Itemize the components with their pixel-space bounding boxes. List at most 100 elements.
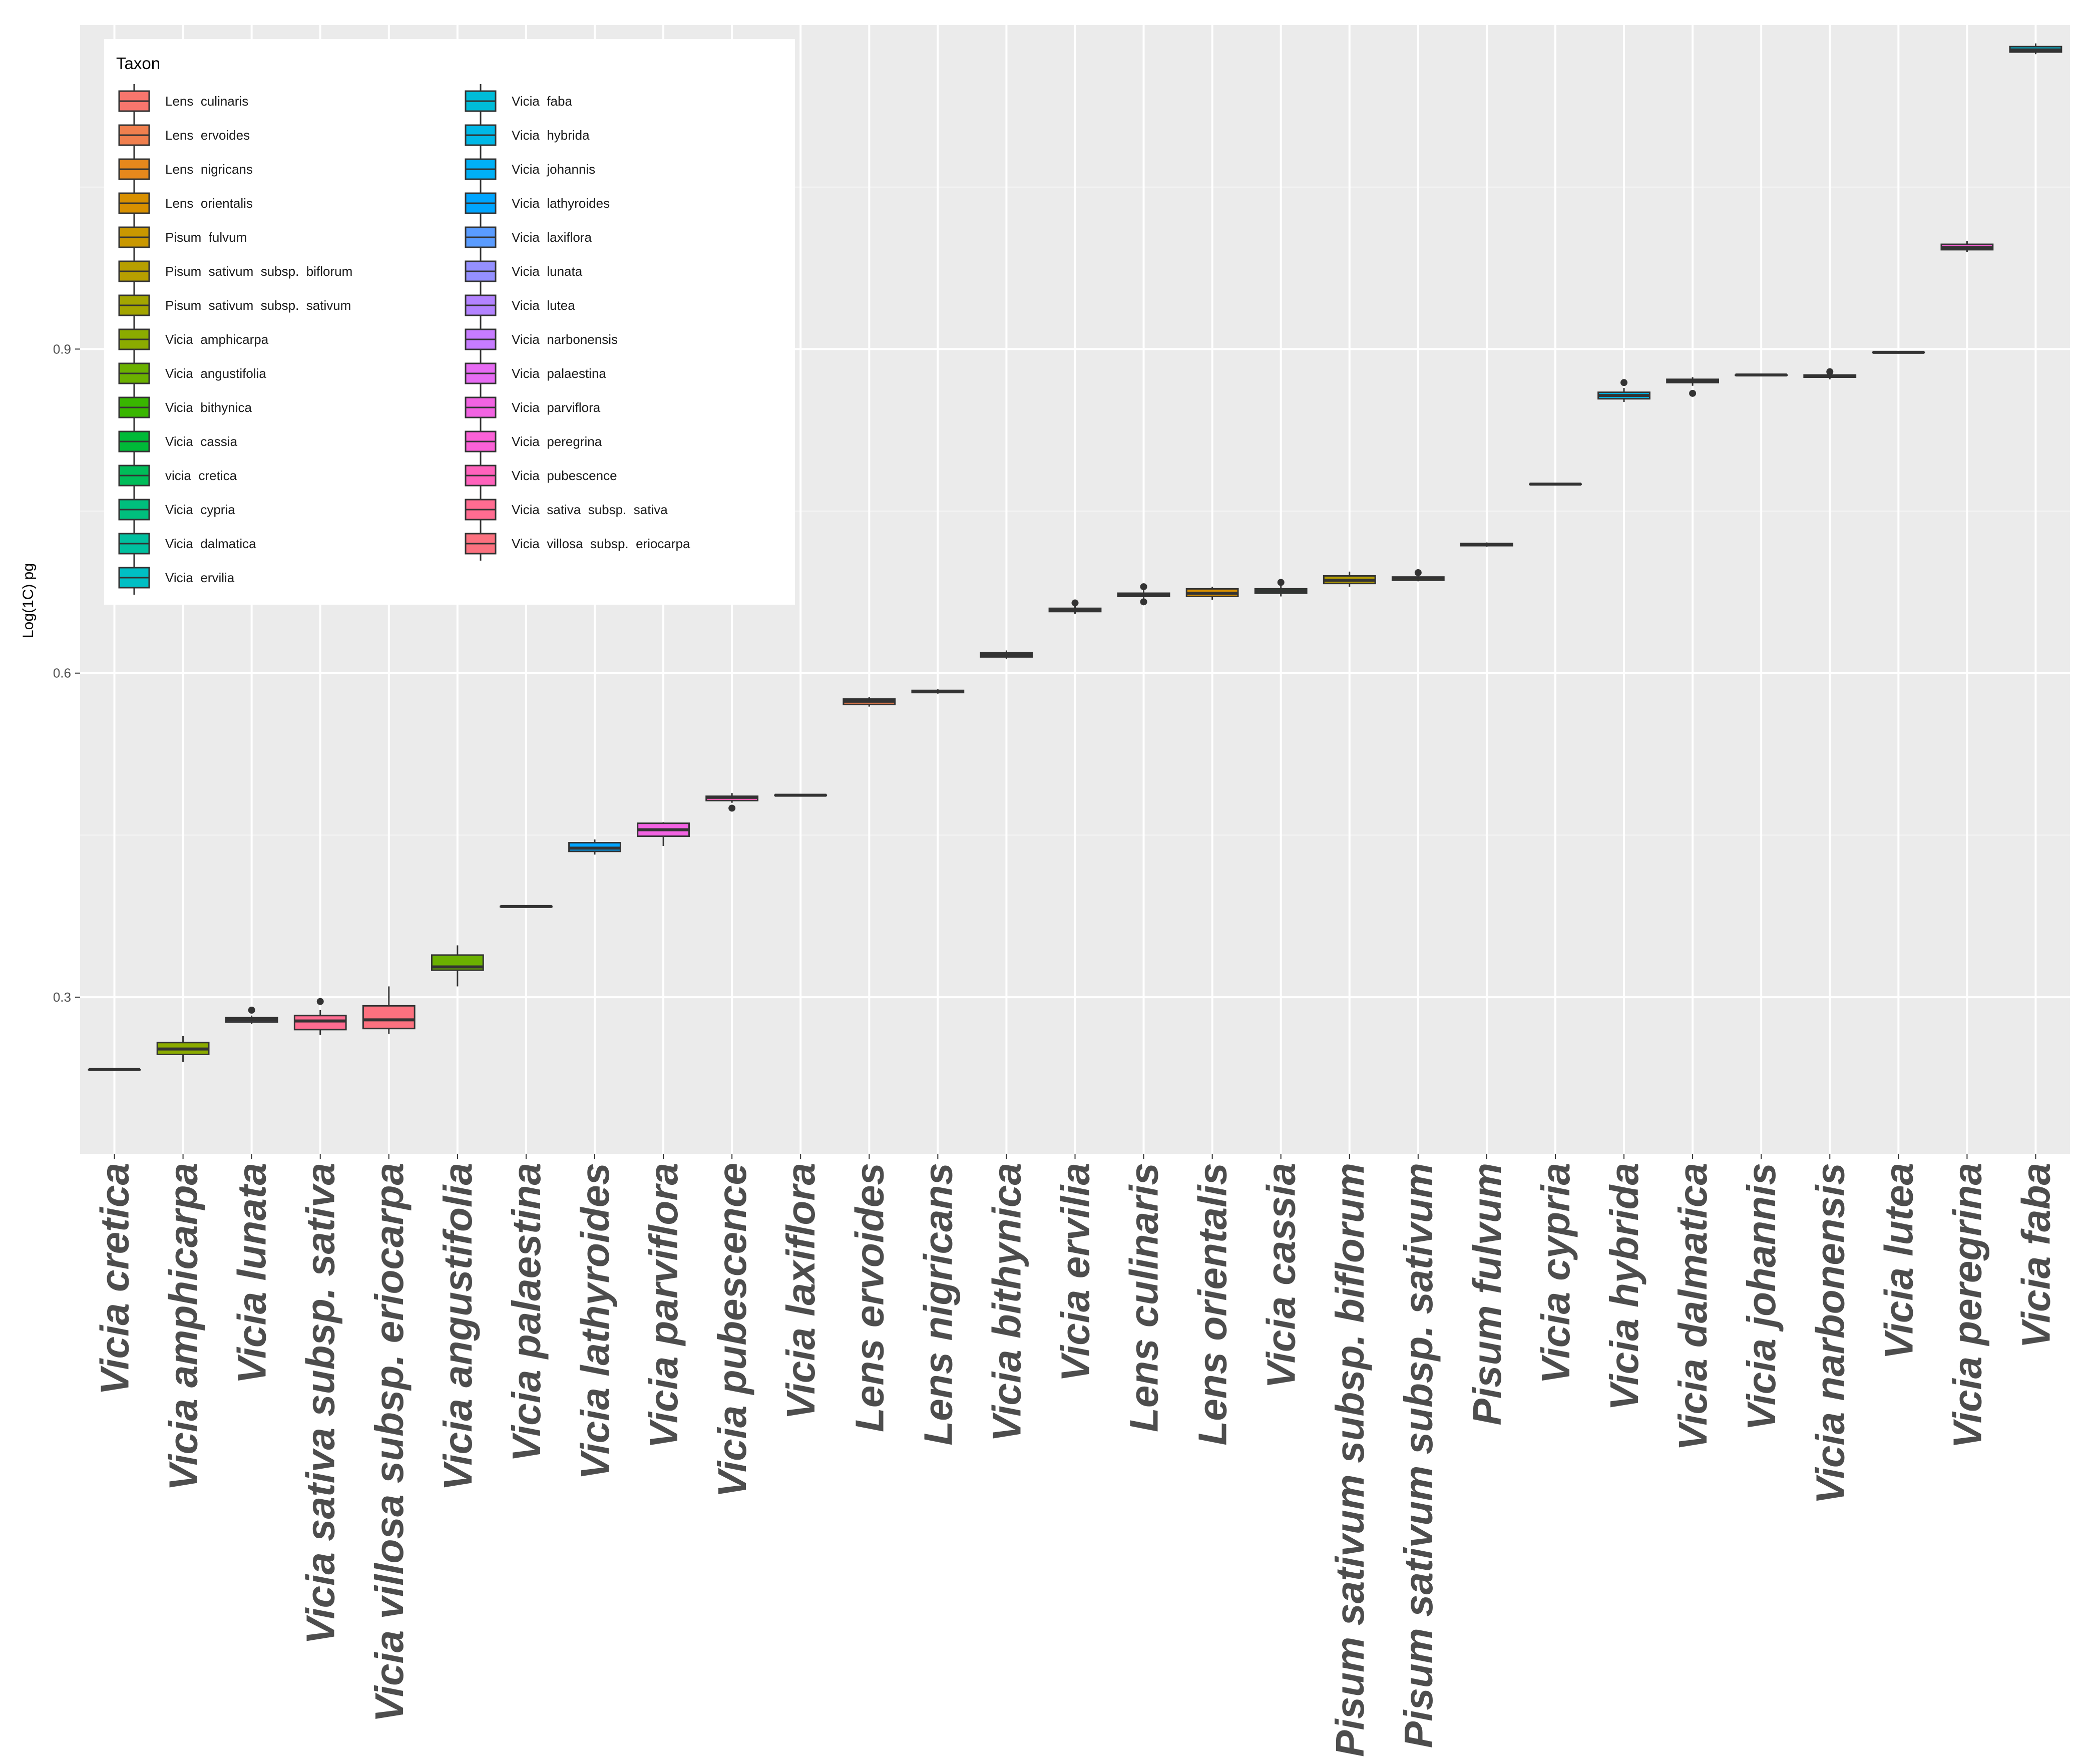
legend-background — [104, 39, 795, 605]
box-vicia-cassia — [1254, 579, 1308, 597]
legend-item: Vicia dalmatica — [118, 527, 256, 561]
legend-label: Vicia lunata — [512, 264, 583, 279]
box-body — [362, 1005, 415, 1030]
legend-item: Vicia bithynica — [118, 390, 252, 424]
legend-item: Lens nigricans — [118, 152, 253, 186]
box-outlier — [316, 998, 324, 1005]
box-outlier — [1277, 579, 1285, 586]
y-axis-title: Log(1C) pg — [20, 563, 37, 638]
x-tick-label: Pisum fulvum — [1465, 1163, 1509, 1426]
legend-label: Vicia palaestina — [512, 366, 606, 381]
legend-label: Vicia laxiflora — [512, 230, 592, 245]
legend-label: Pisum fulvum — [165, 230, 247, 245]
x-tick-label: Vicia peregrina — [1945, 1163, 1989, 1449]
box-vicia-peregrina — [1940, 241, 1994, 252]
x-tick-label: Vicia pubescence — [710, 1163, 754, 1497]
x-tick-label: Vicia faba — [2013, 1163, 2058, 1349]
x-tick-label: Vicia amphicarpa — [161, 1163, 206, 1491]
box-vicia-bithynica — [980, 650, 1033, 659]
legend-item: vicia cretica — [118, 459, 237, 493]
legend-label: Vicia sativa subsp. sativa — [512, 502, 668, 517]
legend-item: Vicia angustifolia — [118, 356, 266, 390]
box-lens-nigricans — [911, 689, 965, 694]
box-lens-orientalis — [1185, 587, 1239, 600]
legend-label: Vicia cassia — [165, 434, 238, 449]
legend-item: Vicia laxiflora — [465, 220, 592, 254]
legend-label: Vicia villosa subsp. eriocarpa — [512, 536, 690, 551]
x-tick-label: Vicia cassia — [1259, 1163, 1304, 1389]
legend-item: Vicia lutea — [465, 288, 575, 322]
legend-label: Lens orientalis — [165, 196, 253, 211]
box-outlier — [1140, 598, 1147, 606]
legend-item: Lens orientalis — [118, 186, 253, 220]
x-tick-label: Vicia palaestina — [504, 1163, 549, 1462]
x-tick-label: Vicia bithynica — [984, 1163, 1029, 1442]
box-outlier — [1826, 368, 1834, 375]
boxes — [88, 43, 2062, 1071]
x-tick-label: Vicia cretica — [93, 1163, 137, 1395]
legend-title: Taxon — [116, 54, 160, 73]
box-body — [293, 1015, 347, 1031]
legend-label: Pisum sativum subsp. sativum — [165, 298, 351, 313]
box-pisum-sativum-subsp-biflorum — [1323, 571, 1376, 587]
legend-item: Vicia ervilia — [118, 561, 235, 595]
legend-label: Vicia lutea — [512, 298, 575, 313]
x-tick-label: Lens ervoides — [847, 1163, 892, 1432]
box-vicia-amphicarpa — [156, 1036, 210, 1062]
legend-item: Vicia peregrina — [465, 424, 602, 459]
legend-label: Lens culinaris — [165, 94, 248, 109]
legend-item: Vicia cassia — [118, 424, 238, 459]
legend-label: vicia cretica — [165, 468, 237, 483]
box-lens-ervoides — [843, 697, 896, 707]
box-vicia-lunata — [225, 1007, 278, 1025]
x-tick-label: Vicia hybrida — [1602, 1163, 1646, 1411]
box-vicia-lutea — [1872, 350, 1925, 354]
x-tick-label: Vicia sativa subsp. sativa — [298, 1163, 343, 1644]
x-axis-ticks: Vicia cretica Vicia amphicarpa Vicia lunat… — [93, 1154, 2058, 1757]
box-vicia-ervilia — [1048, 599, 1102, 614]
legend-label: Vicia hybrida — [512, 128, 590, 143]
x-tick-label: Vicia villosa subsp. eriocarpa — [367, 1163, 411, 1722]
box-outlier — [1620, 379, 1628, 386]
legend-item: Vicia faba — [465, 84, 572, 118]
legend-item: Vicia sativa subsp. sativa — [465, 493, 668, 527]
box-vicia-sativa-subsp-sativa — [293, 998, 347, 1035]
x-tick-label: Vicia lathyroides — [573, 1163, 617, 1480]
legend-label: Vicia narbonensis — [512, 332, 618, 347]
box-vicia-lathyroides — [568, 839, 621, 855]
box-outlier — [1140, 583, 1147, 591]
legend: Taxon Lens culinaris Lens ervoides Lens ni… — [104, 39, 795, 605]
legend-label: Vicia cypria — [165, 502, 235, 517]
y-axis-ticks: 0.3 0.6 0.9 — [53, 341, 80, 1005]
x-tick-label: Vicia angustifolia — [436, 1163, 480, 1491]
x-tick-label: Vicia cypria — [1533, 1163, 1578, 1384]
legend-item: Pisum sativum subsp. biflorum — [118, 254, 352, 288]
box-outlier — [248, 1007, 255, 1014]
y-tick-label: 0.6 — [53, 666, 71, 681]
legend-label: Vicia angustifolia — [165, 366, 266, 381]
x-tick-label: Vicia dalmatica — [1670, 1163, 1715, 1451]
legend-item: Vicia hybrida — [465, 118, 590, 152]
box-outlier — [1071, 599, 1079, 607]
legend-label: Vicia lathyroides — [512, 196, 610, 211]
x-tick-label: Vicia ervilia — [1053, 1163, 1098, 1382]
box-outlier — [1689, 389, 1697, 397]
legend-item: Vicia narbonensis — [465, 322, 618, 356]
legend-label: Vicia parviflora — [512, 400, 601, 415]
legend-item: Vicia pubescence — [465, 459, 617, 493]
x-tick-label: Lens culinaris — [1122, 1163, 1166, 1432]
box-vicia-cypria — [1529, 483, 1582, 486]
box-vicia-angustifolia — [431, 945, 484, 987]
legend-item: Vicia lunata — [465, 254, 583, 288]
box-pisum-sativum-subsp-sativum — [1391, 569, 1445, 582]
y-tick-label: 0.3 — [53, 990, 71, 1005]
legend-label: Pisum sativum subsp. biflorum — [165, 264, 352, 279]
box-vicia-hybrida — [1597, 379, 1650, 402]
legend-label: Lens nigricans — [165, 162, 253, 177]
legend-label: Vicia faba — [512, 94, 572, 109]
box-pisum-fulvum — [1460, 542, 1513, 547]
legend-item: Vicia cypria — [118, 493, 235, 527]
legend-label: Vicia amphicarpa — [165, 332, 269, 347]
legend-item: Vicia palaestina — [465, 356, 606, 390]
